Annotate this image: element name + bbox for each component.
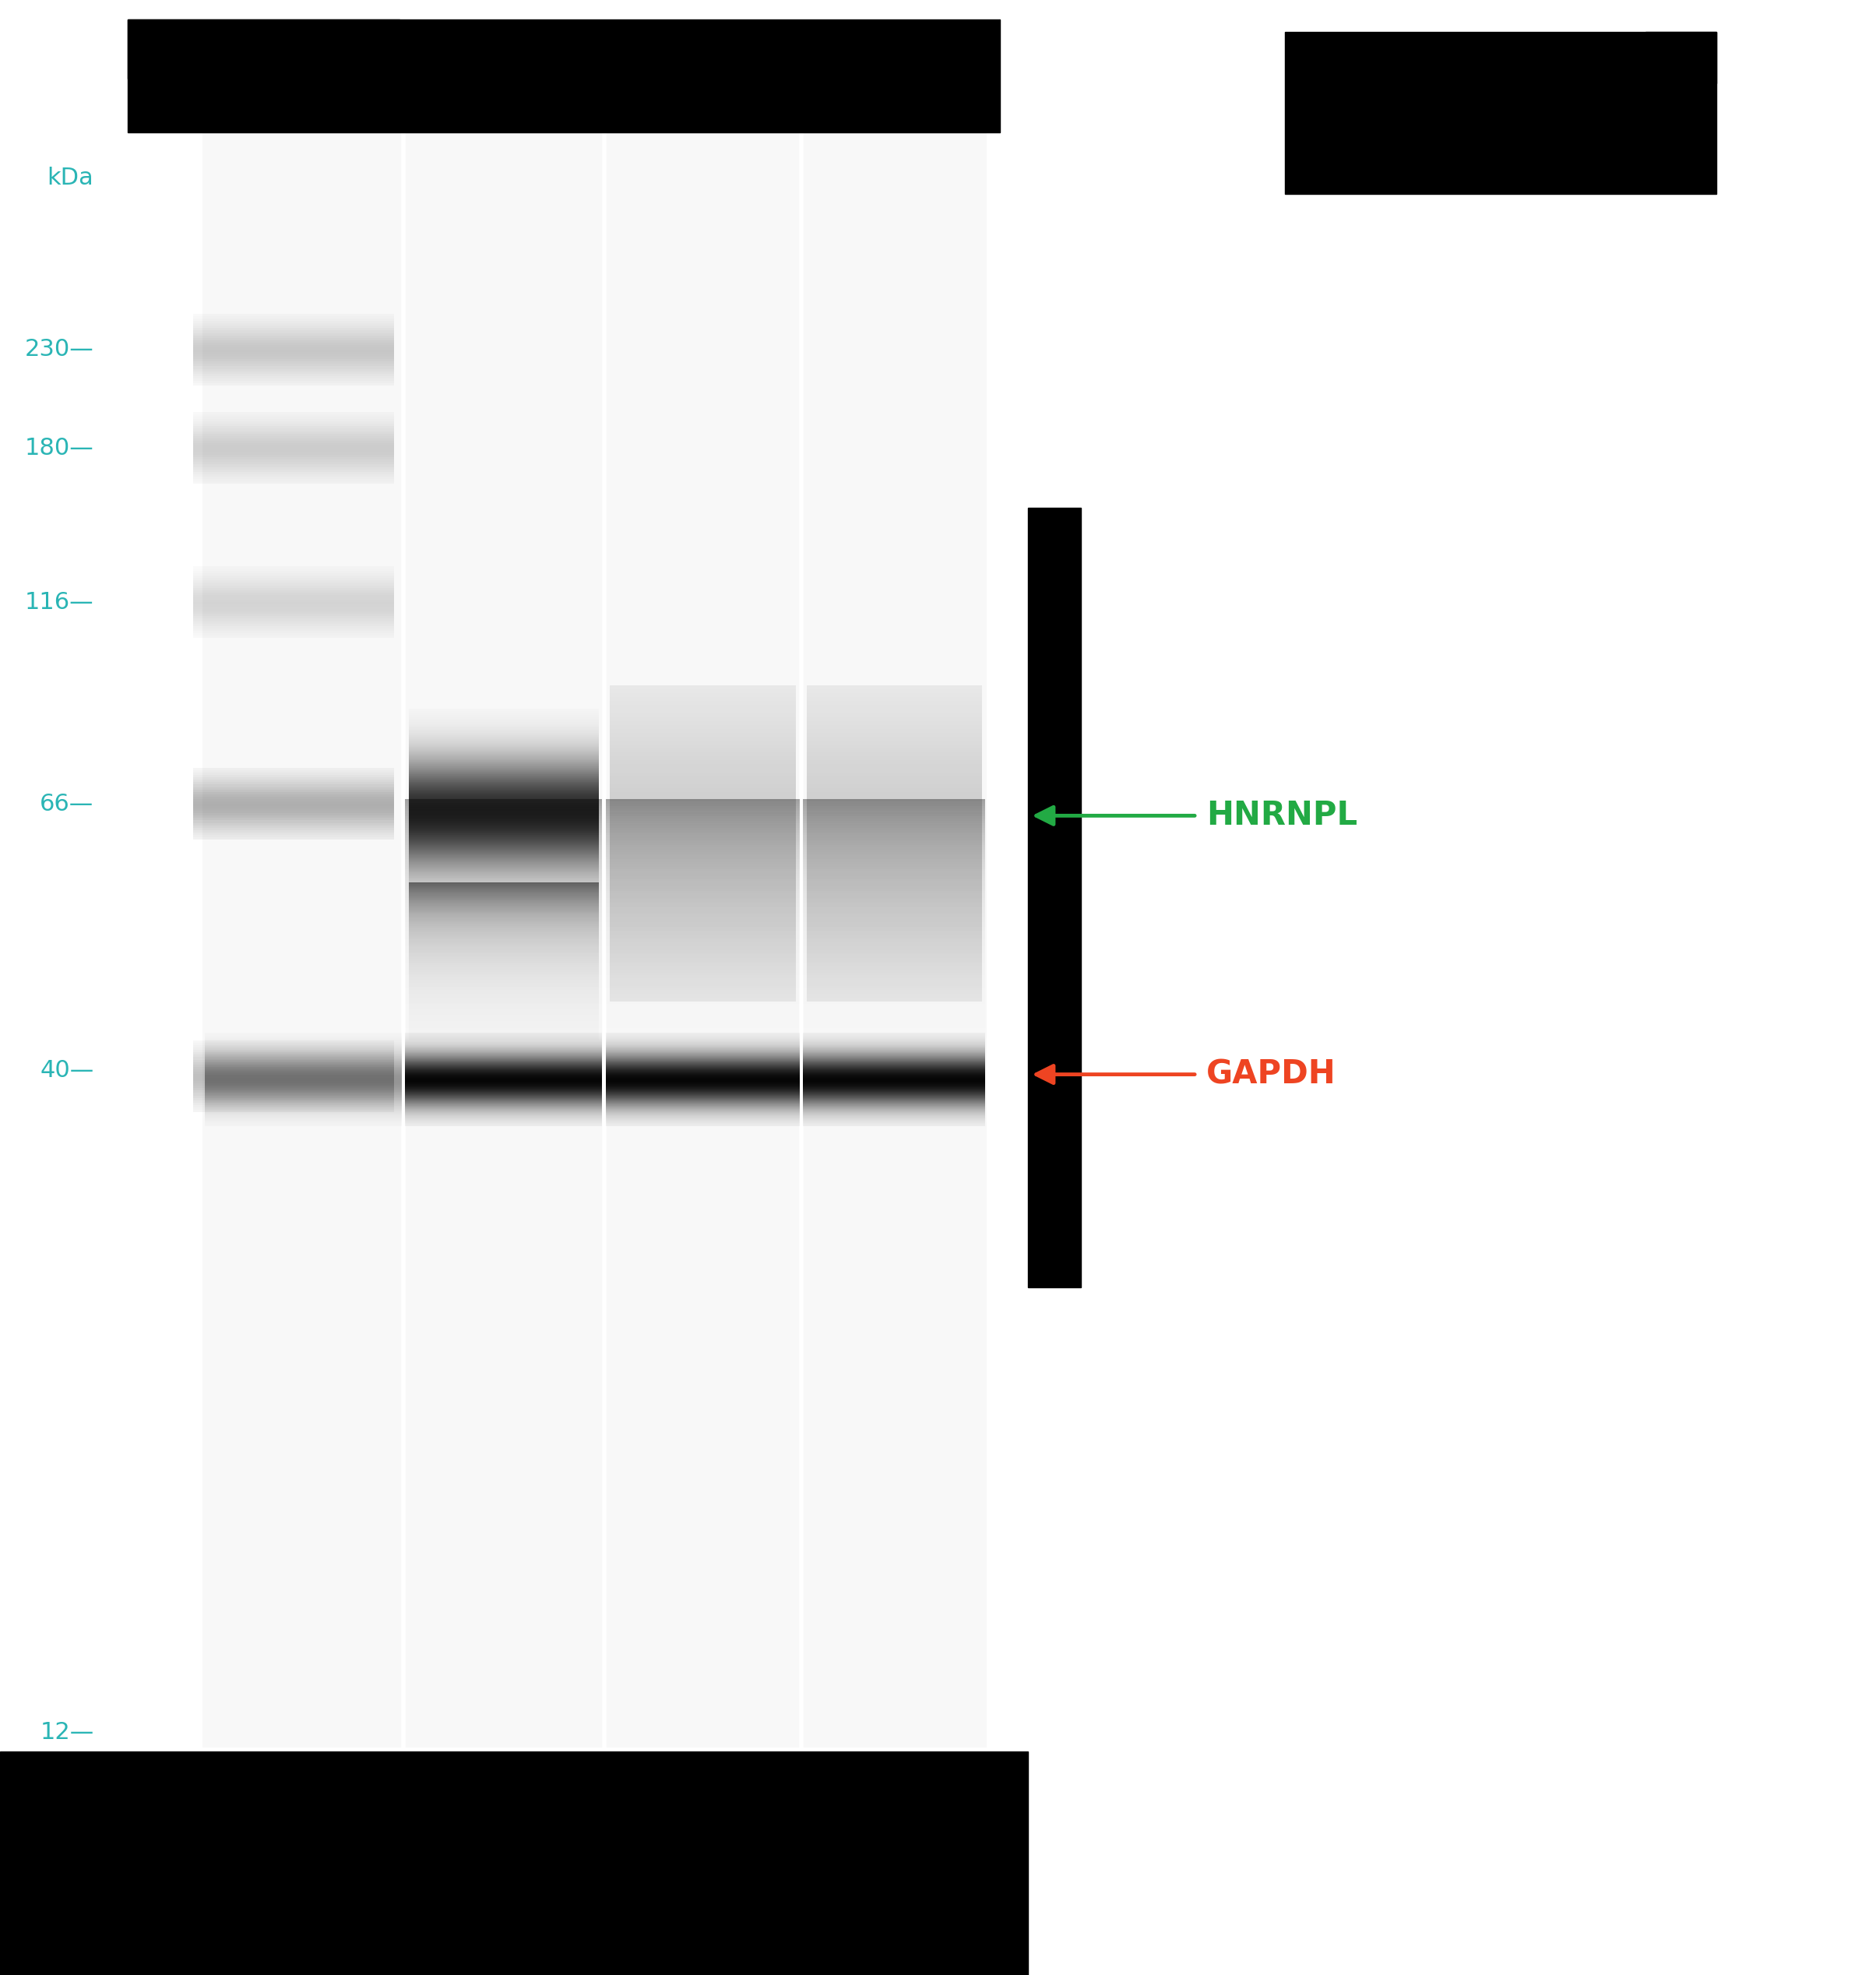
Bar [934, 1961, 1024, 1975]
Bar [128, 20, 400, 79]
Bar [203, 128, 987, 1748]
Text: 40—: 40— [39, 1059, 94, 1082]
Text: 12—: 12— [39, 1720, 94, 1744]
Bar [779, 1961, 850, 1975]
Bar [1645, 32, 1717, 83]
Bar [319, 1961, 390, 1975]
Text: HNRNPL: HNRNPL [1206, 800, 1358, 831]
Bar [118, 1961, 208, 1975]
Text: 66—: 66— [39, 792, 94, 816]
Text: GAPDH: GAPDH [1206, 1059, 1336, 1090]
Bar [582, 1961, 653, 1975]
Text: 230—: 230— [24, 338, 94, 361]
Bar [128, 20, 1000, 132]
Text: 180—: 180— [24, 436, 94, 460]
Bar [0, 1752, 1028, 1975]
Bar [1028, 508, 1081, 1288]
Text: 116—: 116— [24, 591, 94, 614]
Bar [1285, 32, 1717, 194]
Text: kDa: kDa [47, 166, 94, 190]
